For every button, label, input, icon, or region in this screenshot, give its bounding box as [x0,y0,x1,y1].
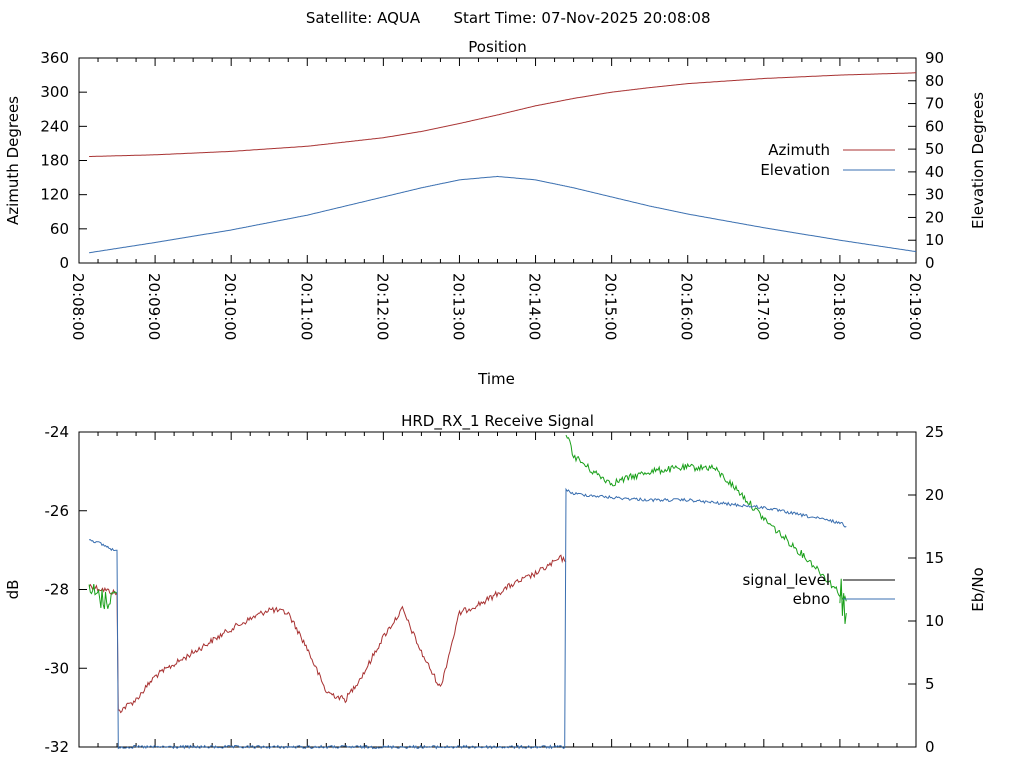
legend-label: ebno [793,590,830,608]
x-tick-label: 20:14:00 [526,273,544,340]
y2-tick-label: 80 [925,72,944,90]
x-tick-label: 20:18:00 [830,273,848,340]
legend-label: signal_level [742,571,830,590]
plot-frame [78,431,917,748]
x-tick-label: 20:16:00 [678,273,696,340]
y2-tick-label: 20 [925,208,944,226]
series-line-signal-level-locked [565,434,847,602]
y-tick-label: -28 [45,581,70,599]
y-tick-label: 0 [59,254,69,272]
y-tick-label: 360 [40,49,69,67]
y2-tick-label: 15 [925,549,944,567]
y2-tick-label: 40 [925,163,944,181]
x-axis-label: Time [477,370,515,388]
series-line-signal-level-early [88,584,118,610]
y2-tick-label: 50 [925,140,944,158]
x-tick-label: 20:11:00 [297,273,315,340]
y2-tick-label: 30 [925,186,944,204]
y2-tick-label: 10 [925,231,944,249]
series-line-signal-level-tail [839,578,847,624]
x-tick-label: 20:19:00 [906,273,924,340]
chart-title: Position [468,38,526,56]
y-tick-label: 300 [40,83,69,101]
position-chart: Position 20:08:00 20:09:00 20:10:00 20:11:00… [4,38,987,388]
y-tick-label: 120 [40,186,69,204]
y2-tick-label: 0 [925,254,935,272]
y-tick-label: -30 [45,659,70,677]
y2-tick-label: 25 [925,423,944,441]
y2-tick-label: 90 [925,49,944,67]
y-tick-label: -24 [45,423,70,441]
y-tick-label: -32 [45,738,70,756]
y2-axis-label: Eb/No [969,567,987,611]
receive-signal-chart: HRD_RX_1 Receive Signal -32 -30 -28 -26 -24 0 5… [4,412,987,756]
y2-tick-label: 5 [925,675,935,693]
y2-tick-label: 20 [925,486,944,504]
legend-label: Azimuth [768,141,830,159]
satellite-name-label: Satellite: AQUA [306,9,421,27]
y2-tick-label: 60 [925,117,944,135]
y-tick-label: -26 [45,502,70,520]
series-line-elevation [89,175,917,254]
legend-label: Elevation [760,161,830,179]
y-tick-label: 180 [40,152,69,170]
x-tick-label: 20:08:00 [69,273,87,340]
y2-tick-label: 70 [925,95,944,113]
y2-axis-label: Elevation Degrees [969,92,987,229]
y-tick-label: 240 [40,117,69,135]
y2-tick-label: 10 [925,612,944,630]
series-line-azimuth [89,72,916,157]
series-line-ebno [89,487,847,750]
pass-start-time-label: Start Time: 07-Nov-2025 20:08:08 [453,9,710,27]
x-tick-label: 20:10:00 [221,273,239,340]
y-axis-label: dB [4,580,22,600]
chart-title: HRD_RX_1 Receive Signal [401,412,594,431]
x-tick-label: 20:17:00 [754,273,772,340]
x-tick-label: 20:15:00 [602,273,620,340]
x-tick-label: 20:13:00 [449,273,467,340]
x-tick-label: 20:09:00 [145,273,163,340]
y2-tick-label: 0 [925,738,935,756]
series-line-signal-level [88,554,567,714]
x-tick-label: 20:12:00 [373,273,391,340]
y-axis-label: Azimuth Degrees [4,96,22,225]
y-tick-label: 60 [50,220,69,238]
